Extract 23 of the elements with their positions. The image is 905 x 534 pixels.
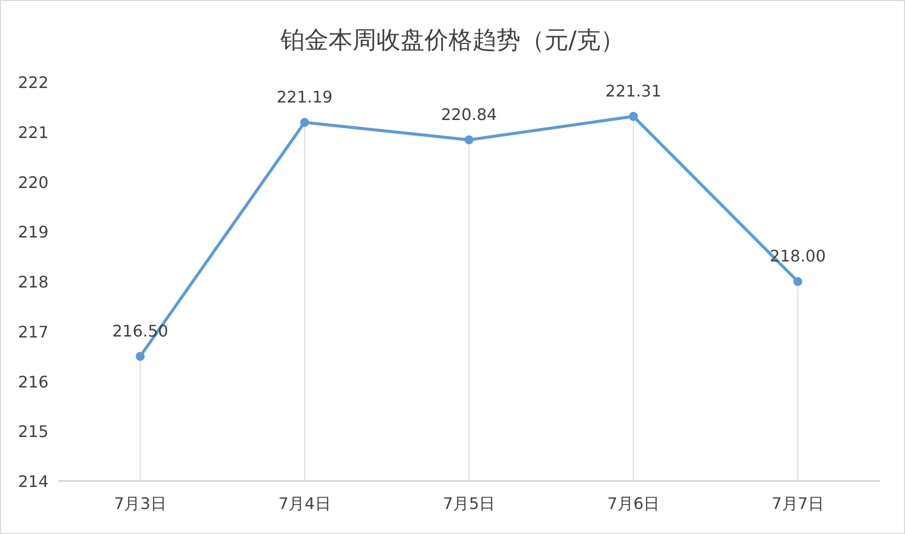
ytick: 214 (18, 472, 49, 491)
data-label: 221.31 (605, 81, 662, 100)
title: 铂金本周收盘价格趋势（元/克） (280, 26, 625, 54)
ytick: 218 (18, 272, 49, 292)
point (793, 277, 802, 286)
point (136, 352, 145, 361)
ytick: 217 (18, 322, 49, 342)
data-label: 220.84 (441, 104, 497, 124)
point (628, 112, 638, 121)
point (464, 135, 474, 144)
xtick: 7月4日 (278, 494, 331, 513)
ytick: 222 (18, 73, 49, 92)
ytick: 220 (18, 172, 49, 192)
xtick: 7月7日 (772, 494, 824, 513)
ytick: 221 (18, 122, 49, 142)
data-label: 221.19 (276, 87, 333, 106)
xtick: 7月5日 (442, 494, 496, 513)
xtick: 7月6日 (607, 494, 660, 513)
point (300, 118, 310, 127)
ytick: 215 (18, 422, 49, 442)
ytick: 219 (18, 222, 49, 242)
ytick: 216 (18, 372, 49, 392)
xtick: 7月3日 (114, 494, 166, 513)
